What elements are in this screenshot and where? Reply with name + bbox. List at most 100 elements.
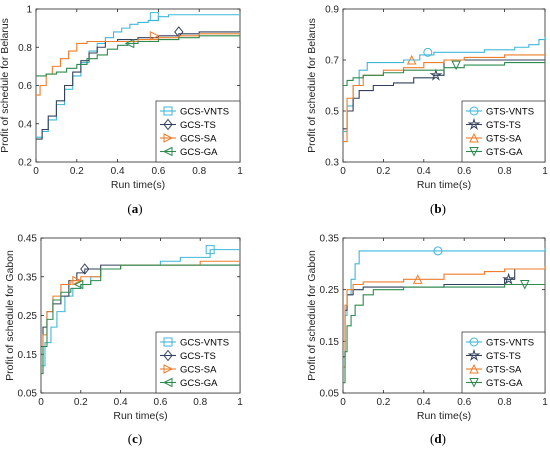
legend-entry-gcs-ts: GCS-TS bbox=[180, 120, 216, 131]
x-axis-label: Run time(s) bbox=[417, 179, 471, 191]
series-marker-gcs-ga bbox=[124, 38, 135, 49]
series-line-gts-ga bbox=[343, 62, 545, 87]
series-line-gts-sa bbox=[343, 266, 545, 368]
y-axis-label: Profit of schedule for Gabon bbox=[306, 250, 318, 381]
y-tick-label: 0.45 bbox=[18, 234, 38, 245]
x-tick-label: 0.8 bbox=[498, 397, 512, 408]
y-tick-label: 0.25 bbox=[18, 311, 38, 322]
x-tick-label: 0.8 bbox=[498, 166, 512, 177]
series-marker-gcs-sa bbox=[149, 30, 160, 41]
y-axis-label: Profit of schedule for Belarus bbox=[306, 18, 318, 153]
legend-marker bbox=[469, 337, 479, 347]
panel-caption: (a) bbox=[127, 201, 142, 216]
y-tick-label: 0.9 bbox=[325, 5, 339, 16]
legend-marker bbox=[467, 117, 481, 130]
x-axis-label: Run time(s) bbox=[417, 410, 471, 422]
plot-area bbox=[342, 237, 546, 394]
legend-marker bbox=[469, 378, 479, 388]
series-line-gts-ts bbox=[343, 268, 545, 358]
series-marker-gcs-sa bbox=[72, 275, 82, 286]
series-line-gts-sa bbox=[343, 54, 545, 143]
series-marker-gts-vnts bbox=[423, 47, 433, 57]
legend-marker bbox=[469, 147, 479, 157]
y-tick-label: 0.35 bbox=[18, 272, 38, 283]
series-line-gcs-ga bbox=[41, 264, 240, 375]
y-tick-label: 0.3 bbox=[325, 158, 339, 169]
y-tick-label: 0.6 bbox=[18, 81, 32, 92]
series-marker-gts-ga bbox=[451, 60, 461, 71]
legend-marker bbox=[163, 337, 173, 347]
y-tick-label: 0.05 bbox=[18, 389, 38, 400]
series-marker-gts-sa bbox=[412, 274, 423, 284]
legend-entry-gcs-ts: GCS-TS bbox=[180, 351, 216, 362]
series-marker-gts-ts bbox=[429, 68, 443, 81]
x-tick-label: 0 bbox=[340, 166, 346, 177]
y-tick-label: 1 bbox=[26, 5, 32, 16]
legend-entry-gcs-vnts: GCS-VNTS bbox=[180, 338, 229, 349]
x-tick-label: 0.2 bbox=[70, 166, 84, 177]
legend-marker bbox=[163, 106, 173, 116]
x-tick-label: 0.4 bbox=[111, 166, 125, 177]
legend-entry-gts-vnts: GTS-VNTS bbox=[486, 338, 534, 349]
y-tick-label: 0.25 bbox=[320, 285, 340, 296]
series-marker-gts-vnts bbox=[433, 246, 443, 256]
y-tick-label: 0.35 bbox=[320, 234, 340, 245]
legend-entry-gcs-sa: GCS-SA bbox=[180, 365, 217, 376]
x-tick-label: 0 bbox=[340, 397, 346, 408]
x-tick-label: 0.6 bbox=[457, 397, 471, 408]
legend-entry-gts-vnts: GTS-VNTS bbox=[486, 107, 534, 118]
x-tick-label: 1 bbox=[237, 166, 243, 177]
y-tick-label: 0.7 bbox=[325, 56, 339, 67]
y-axis-label: Profit of schedule for Belarus bbox=[0, 18, 11, 153]
legend-marker bbox=[163, 364, 174, 374]
x-axis-label: Run time(s) bbox=[113, 410, 167, 422]
series-marker-gcs-ts bbox=[80, 263, 90, 275]
panel-caption: (d) bbox=[430, 431, 446, 446]
x-tick-label: 0.6 bbox=[153, 397, 167, 408]
x-tick-label: 0.8 bbox=[193, 397, 207, 408]
x-tick-label: 0.2 bbox=[376, 166, 390, 177]
series-line-gts-ga bbox=[343, 283, 545, 384]
x-tick-label: 0.4 bbox=[114, 397, 128, 408]
chart-panel-d: 0 0.2 0.4 0.6 0.8 1 0.05 0.15 0.25 0.35 Run time(s… bbox=[306, 234, 548, 447]
legend-entry-gcs-sa: GCS-SA bbox=[180, 134, 217, 145]
series-line-gcs-ts bbox=[36, 31, 240, 140]
series-marker-gcs-ga bbox=[73, 279, 84, 290]
legend-entry-gts-sa: GTS-SA bbox=[486, 134, 522, 145]
y-tick-label: 0.15 bbox=[18, 350, 38, 361]
y-tick-label: 0.5 bbox=[325, 107, 339, 118]
panel-caption: (c) bbox=[128, 431, 142, 446]
legend-marker bbox=[469, 132, 479, 143]
y-tick-label: 0.2 bbox=[18, 158, 32, 169]
legend-entry-gcs-ga: GCS-GA bbox=[180, 378, 218, 389]
legend-entry-gts-ts: GTS-TS bbox=[486, 351, 521, 362]
chart-panel-b: 0 0.2 0.4 0.6 0.8 1 0.3 0.5 0.7 0.9 Run time(s) Pro… bbox=[306, 5, 548, 217]
series-marker-gts-ga bbox=[519, 280, 530, 290]
chart-panel-c: 0 0.2 0.4 0.6 0.8 1 0.05 0.15 0.25 0.35 0.45 Run ti… bbox=[4, 234, 243, 447]
x-tick-label: 0 bbox=[33, 166, 39, 177]
legend-entry-gts-sa: GTS-SA bbox=[486, 365, 522, 376]
x-tick-label: 0.4 bbox=[417, 397, 431, 408]
y-axis-label: Profit of schedule for Gabon bbox=[4, 250, 16, 381]
x-tick-label: 0 bbox=[38, 397, 44, 408]
panel-caption: (b) bbox=[430, 201, 446, 216]
x-tick-label: 1 bbox=[542, 397, 548, 408]
series-marker-gcs-vnts bbox=[149, 12, 159, 22]
y-tick-label: 0.4 bbox=[18, 119, 32, 130]
series-line-gcs-ga bbox=[36, 35, 240, 77]
x-tick-label: 0.4 bbox=[417, 166, 431, 177]
y-tick-label: 0.8 bbox=[18, 43, 32, 54]
legend-marker bbox=[469, 106, 479, 116]
legend-marker bbox=[162, 146, 173, 157]
legend-entry-gcs-ga: GCS-GA bbox=[180, 147, 218, 158]
legend-marker bbox=[163, 349, 173, 362]
series-marker-gts-sa bbox=[406, 54, 417, 65]
x-tick-label: 1 bbox=[237, 397, 243, 408]
x-axis-label: Run time(s) bbox=[111, 179, 165, 191]
x-tick-label: 0.6 bbox=[151, 166, 165, 177]
legend-entry-gts-ts: GTS-TS bbox=[486, 120, 521, 131]
legend-entry-gcs-vnts: GCS-VNTS bbox=[180, 107, 229, 118]
legend-marker bbox=[469, 363, 479, 374]
